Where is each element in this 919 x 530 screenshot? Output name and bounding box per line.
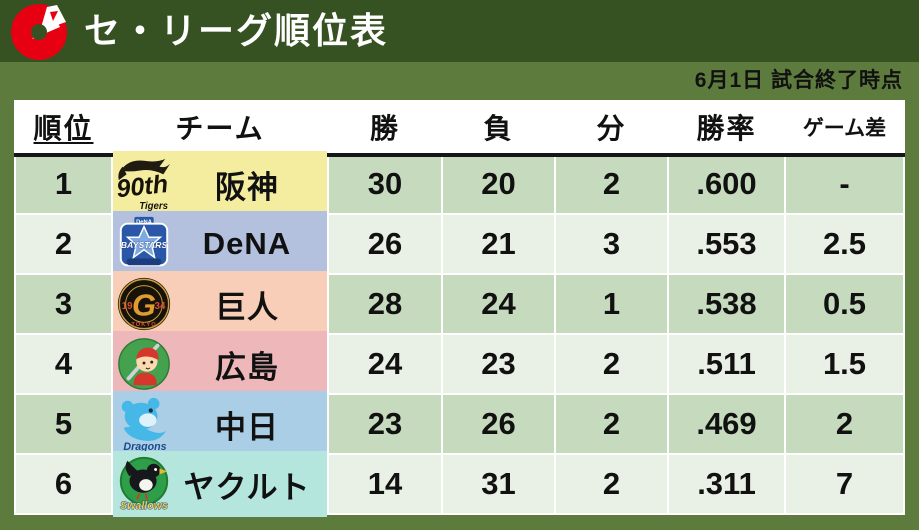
subtitle-band: 6月1日 試合終了時点 — [0, 62, 919, 100]
team-cell: 中日 — [113, 391, 327, 457]
team-chip: 広島 — [113, 331, 327, 397]
games-behind-cell: 2 — [786, 395, 903, 453]
win-pct-cell: .538 — [669, 275, 784, 333]
team-cell: 巨人 — [113, 271, 327, 337]
losses-cell: 26 — [443, 395, 554, 453]
header-win-pct: 勝率 — [669, 100, 784, 153]
rank-cell: 2 — [16, 215, 111, 273]
header-divider — [14, 153, 905, 157]
wins-cell: 26 — [329, 215, 441, 273]
draws-cell: 1 — [556, 275, 667, 333]
rank-cell: 5 — [16, 395, 111, 453]
rank-cell: 1 — [16, 155, 111, 213]
win-pct-cell: .600 — [669, 155, 784, 213]
team-cell: 広島 — [113, 331, 327, 397]
team-logo-icon — [115, 215, 173, 273]
team-cell: ヤクルト — [113, 451, 327, 517]
games-behind-cell: - — [786, 155, 903, 213]
losses-cell: 24 — [443, 275, 554, 333]
win-pct-cell: .311 — [669, 455, 784, 513]
losses-cell: 23 — [443, 335, 554, 393]
team-cell: DeNA — [113, 211, 327, 277]
team-name: DeNA — [202, 226, 292, 261]
header-draws: 分 — [556, 100, 667, 153]
draws-cell: 3 — [556, 215, 667, 273]
draws-cell: 2 — [556, 335, 667, 393]
team-logo-icon — [115, 155, 173, 213]
rank-cell: 3 — [16, 275, 111, 333]
games-behind-cell: 1.5 — [786, 335, 903, 393]
broadcaster-logo-icon — [9, 2, 69, 62]
draws-cell: 2 — [556, 395, 667, 453]
team-name: 広島 — [215, 349, 279, 385]
title-band: セ・リーグ順位表 — [0, 0, 919, 62]
wins-cell: 14 — [329, 455, 441, 513]
losses-cell: 20 — [443, 155, 554, 213]
header-rank: 順位 — [16, 100, 111, 153]
wins-cell: 23 — [329, 395, 441, 453]
header-wins: 勝 — [329, 100, 441, 153]
header-losses: 負 — [443, 100, 554, 153]
team-name: 中日 — [215, 409, 279, 445]
header-games-behind: ゲーム差 — [786, 100, 903, 153]
team-chip: ヤクルト — [113, 451, 327, 517]
losses-cell: 31 — [443, 455, 554, 513]
as-of-date-label: 6月1日 試合終了時点 — [694, 69, 903, 92]
losses-cell: 21 — [443, 215, 554, 273]
team-logo-icon — [115, 275, 173, 333]
win-pct-cell: .553 — [669, 215, 784, 273]
wins-cell: 28 — [329, 275, 441, 333]
rank-cell: 4 — [16, 335, 111, 393]
games-behind-cell: 7 — [786, 455, 903, 513]
team-name: 阪神 — [215, 169, 279, 205]
games-behind-cell: 2.5 — [786, 215, 903, 273]
standings-table: 順位 チーム 勝 負 分 勝率 ゲーム差 1 阪神 30 20 2 .600 -… — [14, 100, 905, 517]
team-chip: 中日 — [113, 391, 327, 457]
team-logo-icon — [115, 455, 173, 513]
win-pct-cell: .511 — [669, 335, 784, 393]
team-logo-icon — [115, 335, 173, 393]
games-behind-cell: 0.5 — [786, 275, 903, 333]
team-chip: 阪神 — [113, 151, 327, 217]
team-cell: 阪神 — [113, 151, 327, 217]
team-chip: DeNA — [113, 211, 327, 277]
team-chip: 巨人 — [113, 271, 327, 337]
win-pct-cell: .469 — [669, 395, 784, 453]
draws-cell: 2 — [556, 455, 667, 513]
team-name: ヤクルト — [183, 469, 311, 505]
team-name: 巨人 — [215, 289, 279, 325]
rank-cell: 6 — [16, 455, 111, 513]
wins-cell: 30 — [329, 155, 441, 213]
header-team: チーム — [113, 100, 327, 153]
page-title: セ・リーグ順位表 — [84, 10, 389, 51]
wins-cell: 24 — [329, 335, 441, 393]
draws-cell: 2 — [556, 155, 667, 213]
team-logo-icon — [115, 395, 173, 453]
